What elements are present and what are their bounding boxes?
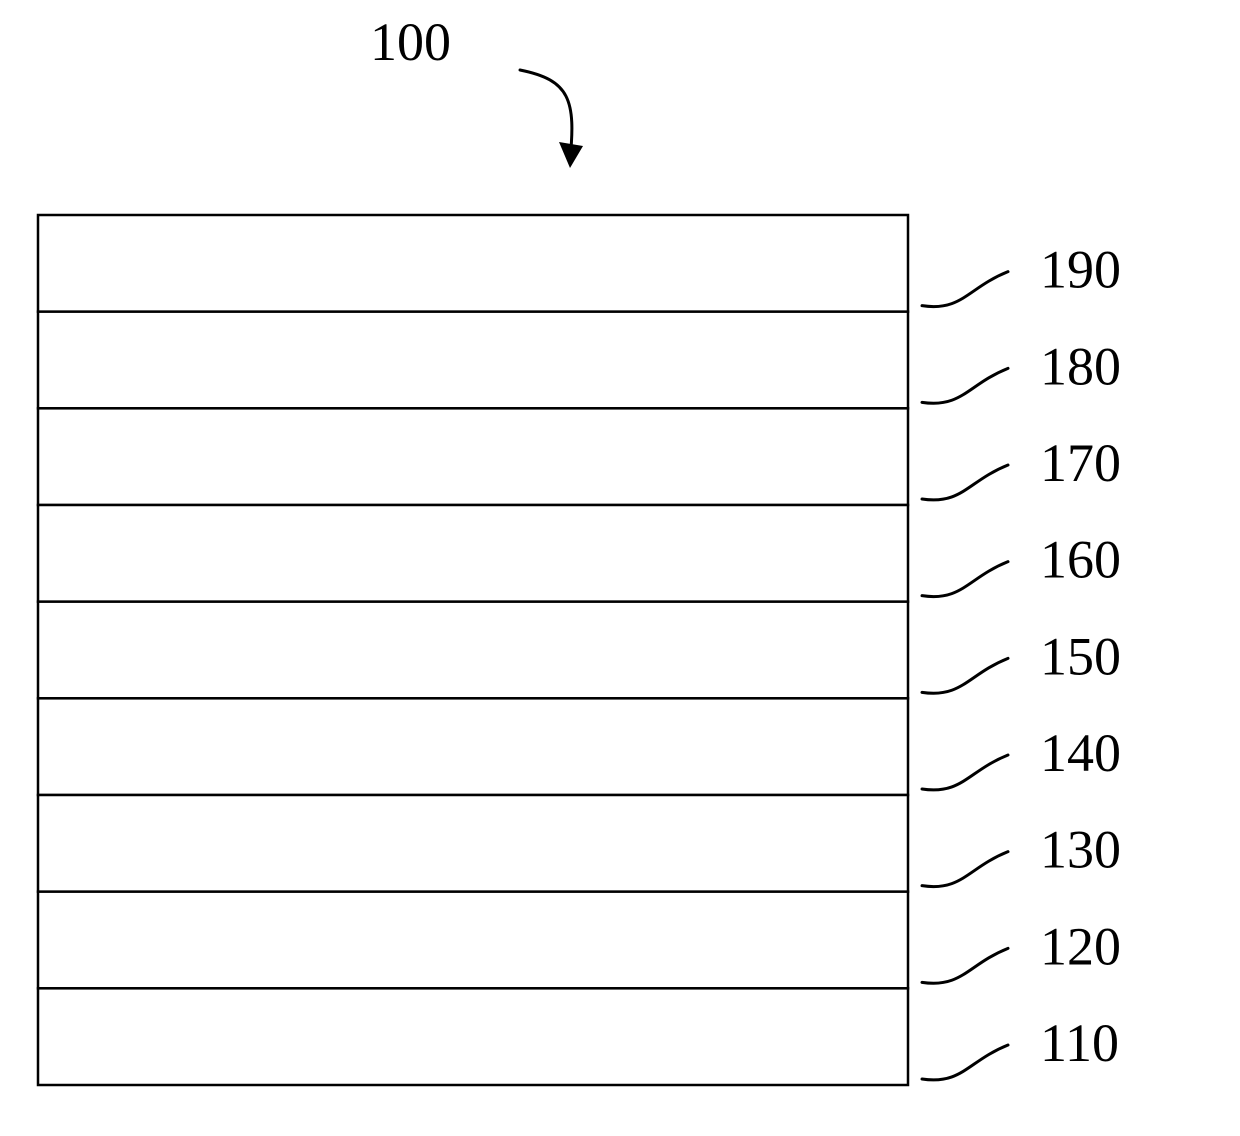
layer-label-140: 140 xyxy=(1040,723,1121,783)
layer-label-190: 190 xyxy=(1040,240,1121,300)
layer-rect-180 xyxy=(38,312,908,409)
layer-label-110: 110 xyxy=(1040,1013,1119,1073)
layer-label-130: 130 xyxy=(1040,820,1121,880)
layer-rect-120 xyxy=(38,892,908,989)
layer-label-180: 180 xyxy=(1040,336,1121,396)
layer-rect-110 xyxy=(38,988,908,1085)
layer-rect-160 xyxy=(38,505,908,602)
layer-rect-190 xyxy=(38,215,908,312)
layer-rect-150 xyxy=(38,602,908,699)
layer-label-150: 150 xyxy=(1040,626,1121,686)
layer-label-160: 160 xyxy=(1040,530,1121,590)
layer-rect-130 xyxy=(38,795,908,892)
layer-rect-170 xyxy=(38,408,908,505)
layer-label-170: 170 xyxy=(1040,433,1121,493)
assembly-label: 100 xyxy=(370,12,451,72)
layer-label-120: 120 xyxy=(1040,916,1121,976)
layer-rect-140 xyxy=(38,698,908,795)
